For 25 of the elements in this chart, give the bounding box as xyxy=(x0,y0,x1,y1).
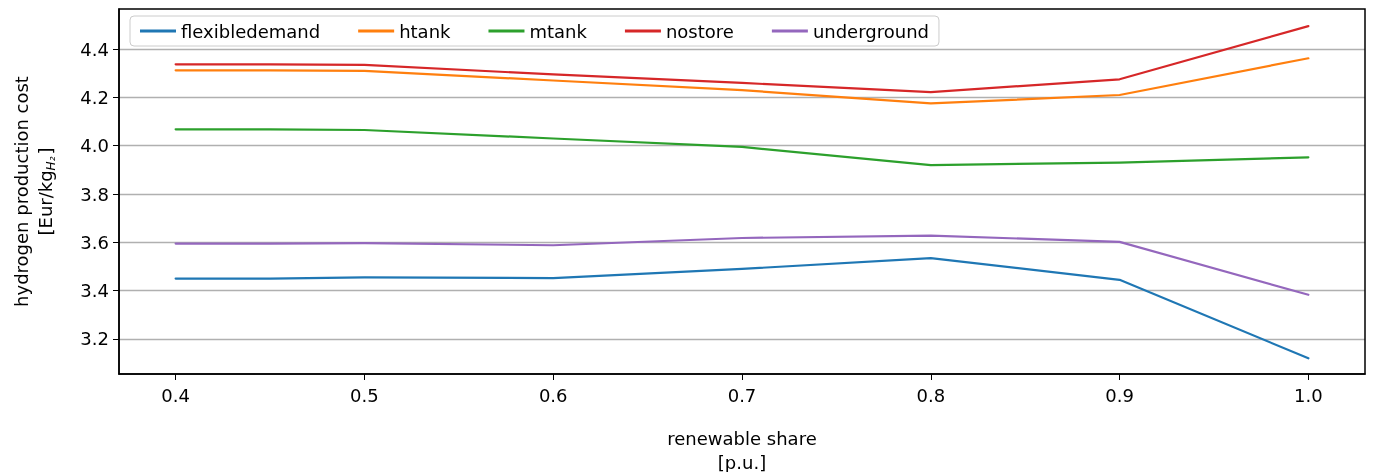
y-tick-label: 4.2 xyxy=(80,86,109,108)
y-tick-label: 3.6 xyxy=(80,231,109,253)
legend-label: htank xyxy=(399,20,452,42)
y-tick-label: 4.0 xyxy=(80,135,109,157)
line-series xyxy=(174,25,1310,94)
y-tick-label: 4.4 xyxy=(80,38,109,60)
y-tick-label: 3.8 xyxy=(80,183,109,205)
x-tick-label: 1.0 xyxy=(1294,384,1323,406)
legend-label: flexibledemand xyxy=(181,20,321,42)
line-series xyxy=(174,256,1310,360)
x-tick-label: 0.5 xyxy=(350,384,379,406)
x-tick-label: 0.4 xyxy=(161,384,190,406)
x-tick-label: 0.6 xyxy=(538,384,568,406)
legend-label: nostore xyxy=(665,20,734,42)
x-axis-title: renewable share [p.u.] xyxy=(667,427,817,472)
line-series xyxy=(174,57,1310,105)
x-tick-label: 0.9 xyxy=(1105,384,1134,406)
y-tick-label: 3.4 xyxy=(80,280,109,302)
legend-label: underground xyxy=(812,20,929,42)
x-tick-label: 0.7 xyxy=(727,384,757,406)
legend-label: mtank xyxy=(529,20,588,42)
line-series xyxy=(174,234,1310,296)
line-series xyxy=(174,128,1310,167)
y-tick-label: 3.2 xyxy=(80,328,109,350)
x-tick-label: 0.8 xyxy=(916,384,946,406)
